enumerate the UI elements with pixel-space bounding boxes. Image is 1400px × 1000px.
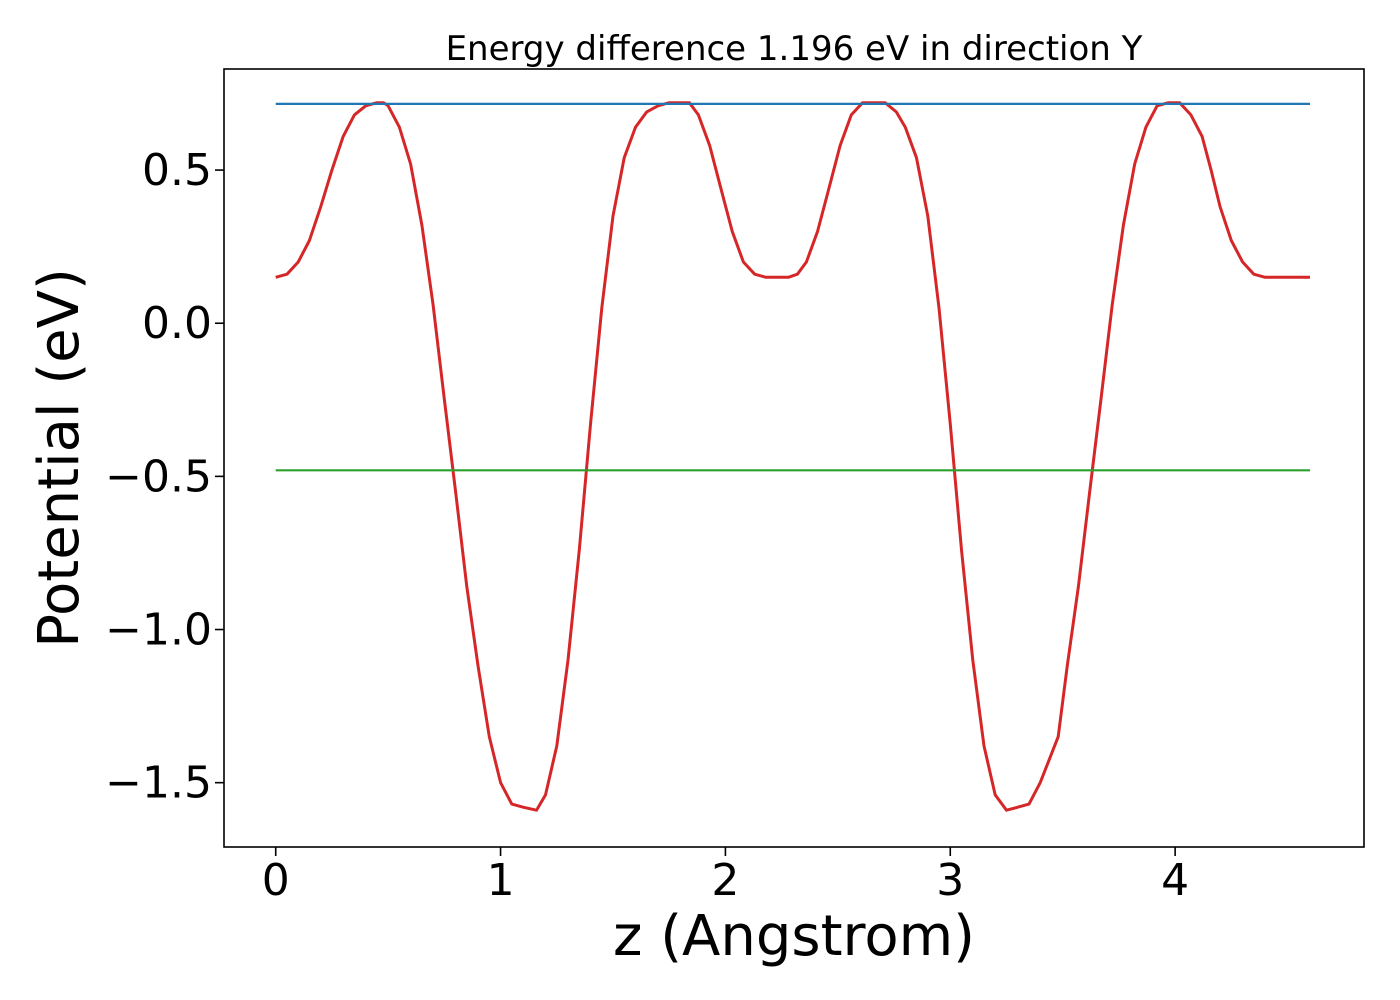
y-tick-label: −1.0 [105,605,212,656]
x-tick-label: 4 [1161,855,1189,906]
y-tick-label: −0.5 [105,451,212,502]
x-axis-label: z (Angstrom) [613,904,975,969]
chart-title: Energy difference 1.196 eV in direction … [446,29,1143,69]
y-axis-label: Potential (eV) [27,268,92,648]
series-layer [275,101,1310,812]
x-tick-label: 0 [262,855,290,906]
series-line-0 [275,101,1310,812]
x-tick-label: 1 [487,855,515,906]
plot-area [223,68,1365,848]
y-tick-label: −1.5 [105,758,212,809]
x-tick-label: 2 [711,855,739,906]
x-axis: 0 1 2 3 4 [262,847,1189,906]
y-axis: −1.5 −1.0 −0.5 0.0 0.5 [105,145,224,809]
x-tick-label: 3 [936,855,964,906]
y-tick-label: 0.0 [142,298,212,349]
y-tick-label: 0.5 [142,145,212,196]
